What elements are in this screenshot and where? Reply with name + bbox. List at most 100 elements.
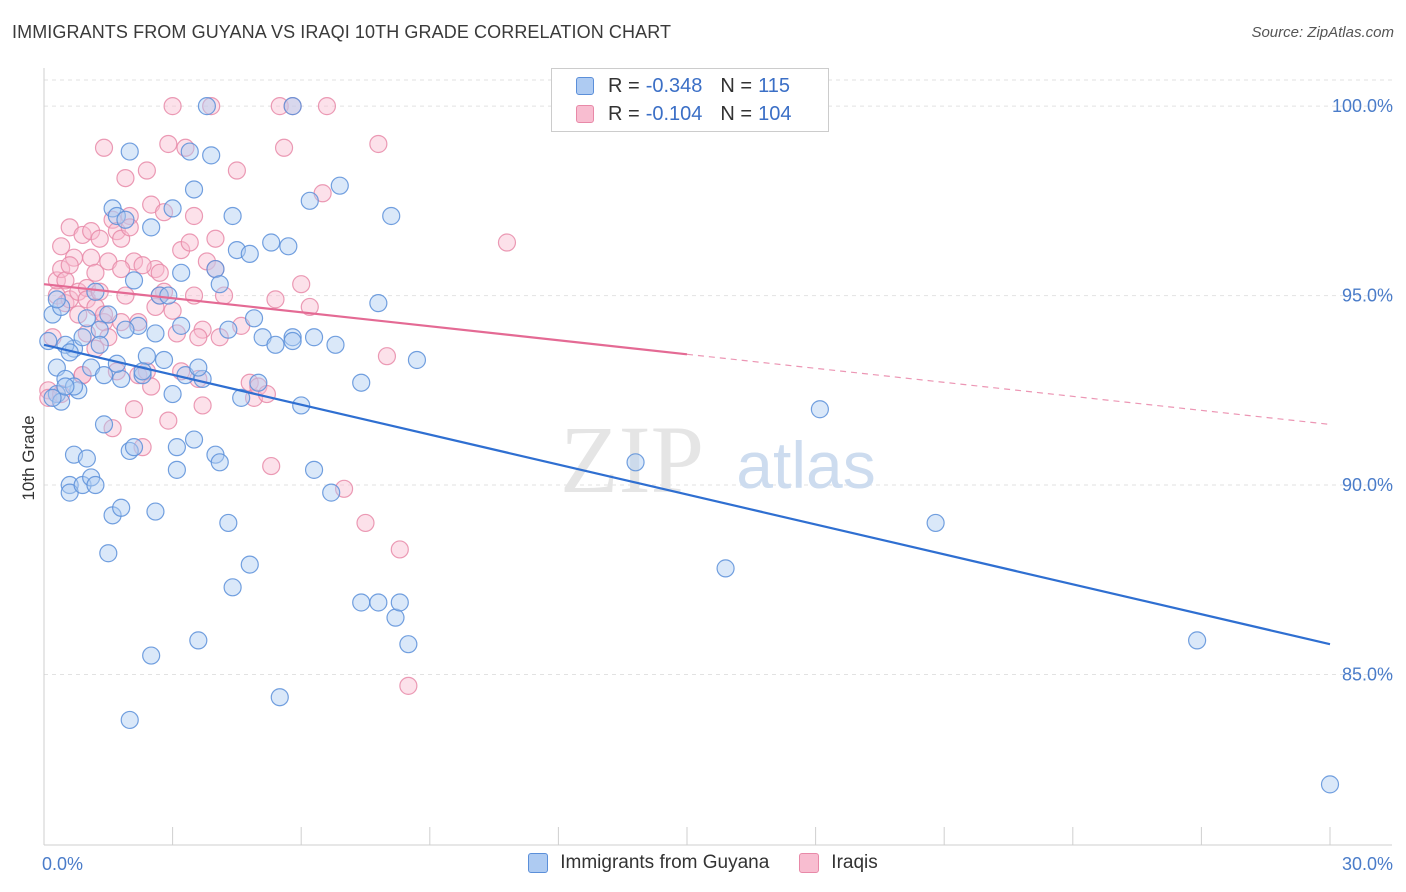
data-point [82,248,101,267]
data-point [180,233,199,252]
y-tick-label: 100.0% [1332,96,1393,116]
series-iraqis [39,97,517,695]
series-legend: Immigrants from Guyana Iraqis [0,852,1406,874]
data-point [352,373,371,392]
legend-n-label: N = [720,102,753,125]
series-guyana [39,97,1340,794]
data-point [137,347,156,366]
data-point [292,275,311,294]
data-point [189,358,208,377]
legend-swatch-guyana [528,853,549,873]
tick-labels: 100.0% 95.0% 90.0% 85.0% 0.0% 30.0% [42,96,1393,874]
data-point [390,593,409,612]
data-point [407,350,427,370]
data-point [90,335,109,354]
data-point [150,263,169,282]
data-point [399,676,418,695]
stats-legend: R = -0.348 N = 115 R = -0.104 N = 104 [551,68,829,132]
data-point [232,388,251,407]
data-point [124,438,144,457]
legend-item-iraqis[interactable]: Iraqis [799,852,878,874]
trend-guyana-solid [43,343,1331,646]
data-point [716,559,735,578]
legend-n-label: N = [720,74,753,97]
data-point [283,331,302,351]
data-point [154,203,174,222]
legend-row-guyana: R = -0.348 N = 115 [576,73,790,99]
data-point [43,388,62,407]
data-point [172,263,191,282]
data-point [249,373,268,392]
data-point [172,316,191,335]
data-point [94,138,114,157]
data-point [382,206,401,226]
data-point [120,710,139,730]
data-point [167,460,186,479]
legend-swatch-pink [576,105,594,123]
data-point [210,275,229,294]
legend-r-value: -0.348 [645,74,703,97]
data-point [270,97,289,116]
data-point [326,335,345,354]
data-point [390,540,409,559]
data-point [163,199,182,218]
data-point [202,146,221,165]
data-point [223,578,242,597]
data-point [112,369,131,389]
data-point [163,301,182,320]
trend-lines [43,283,1331,646]
data-point [99,544,118,563]
data-point [497,233,517,252]
data-point [240,244,259,263]
data-point [116,320,135,339]
chart-title: IMMIGRANTS FROM GUYANA VS IRAQI 10TH GRA… [12,22,672,42]
data-point [180,142,199,161]
legend-swatch-iraqis [799,853,820,873]
legend-item-guyana[interactable]: Immigrants from Guyana [528,852,769,874]
data-point [86,282,105,301]
data-point [266,290,285,309]
data-point [270,688,289,707]
data-point [244,309,264,328]
legend-r-label: R = [608,74,640,97]
data-point [69,305,88,324]
y-tick-label: 90.0% [1342,475,1393,495]
data-point [137,161,156,180]
x-tick-label-max: 30.0% [1342,854,1393,874]
data-point [163,384,182,404]
data-point [300,191,319,210]
data-point [77,309,96,328]
data-point [223,206,242,226]
source-label: Source: ZipAtlas.com [1251,24,1394,41]
data-point [167,438,186,457]
data-point [330,176,349,195]
data-point [399,635,418,654]
data-point [90,229,109,248]
data-point [193,396,212,415]
trend-iraqis-dashed [686,353,1331,425]
data-point [60,256,79,275]
data-point [94,415,114,434]
data-point [810,400,829,419]
watermark-atlas: atlas [736,428,875,502]
data-point [300,297,319,317]
data-point [304,460,324,479]
data-point [90,320,109,339]
data-point [219,513,238,533]
data-point [47,290,66,309]
data-point [112,498,131,517]
data-point [219,320,238,339]
data-point [197,97,216,116]
data-point [124,400,144,419]
legend-swatch-blue [576,77,594,95]
data-point [60,475,79,495]
data-point [159,286,178,305]
data-point [210,453,229,472]
data-point [116,286,135,305]
data-point [1188,631,1207,650]
legend-row-iraqis: R = -0.104 N = 104 [576,101,791,127]
data-point [206,259,225,279]
data-point [99,305,118,324]
y-axis-label: 10th Grade [19,415,38,500]
data-point [202,97,221,116]
